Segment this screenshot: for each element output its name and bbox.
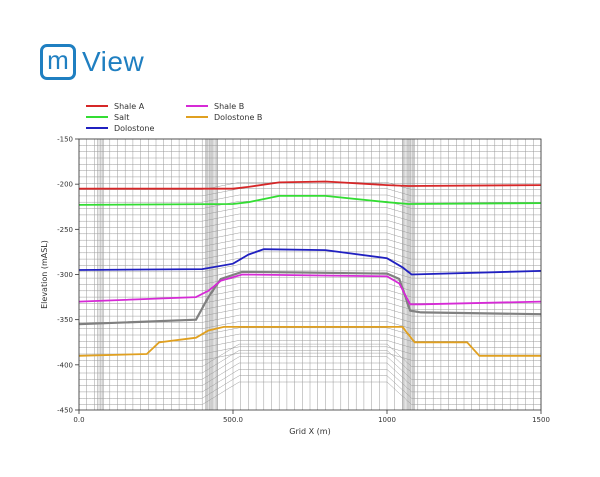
chart-grid-mesh	[78, 138, 542, 410]
x-tick-label: 1000	[378, 416, 396, 424]
x-tick-label: 0.0	[73, 416, 84, 424]
mesh-horizontal-line	[79, 375, 541, 399]
mesh-horizontal-line	[79, 350, 541, 374]
logo-text: View	[82, 46, 145, 77]
series-line-dolostone-b	[78, 325, 541, 357]
mesh-horizontal-line	[79, 352, 541, 361]
x-axis-label: Grid X (m)	[289, 427, 330, 436]
x-tick-label: 1500	[532, 416, 550, 424]
y-tick-label: -200	[57, 181, 73, 189]
y-tick-label: -350	[57, 316, 73, 324]
y-tick-label: -300	[57, 271, 73, 279]
mesh-horizontal-line	[79, 226, 541, 235]
legend-label: Shale A	[114, 102, 145, 111]
y-tick-label: -150	[57, 136, 73, 144]
mesh-horizontal-line	[79, 289, 541, 298]
mesh-boundary-line	[78, 270, 542, 326]
series-line-salt	[78, 194, 542, 206]
mesh-horizontal-line	[79, 257, 541, 266]
mesh-horizontal-line	[79, 188, 541, 197]
chart-legend: Shale A Shale B Salt Dolostone B Dolostone	[86, 102, 262, 133]
legend-label: Dolostone	[114, 124, 154, 133]
mesh-horizontal-line	[79, 369, 541, 393]
mesh-horizontal-line	[79, 333, 541, 342]
logo-mark: m	[40, 44, 76, 80]
mesh-horizontal-line	[79, 343, 541, 367]
y-axis-label: Elevation (mASL)	[40, 240, 49, 309]
mesh-horizontal-line	[79, 251, 541, 260]
mesh-horizontal-line	[79, 346, 541, 355]
legend-label: Salt	[114, 113, 129, 122]
mesh-horizontal-line	[79, 220, 541, 228]
y-tick-label: -400	[57, 361, 73, 369]
mesh-horizontal-line	[79, 276, 541, 285]
mesh-horizontal-line	[79, 207, 541, 216]
mesh-horizontal-line	[79, 356, 541, 380]
mview-logo: m View	[40, 42, 144, 82]
mesh-horizontal-line	[79, 314, 541, 323]
mesh-horizontal-line	[79, 308, 541, 317]
series-line-shale-a	[79, 180, 542, 190]
x-tick-label: 500.0	[223, 416, 243, 424]
mesh-horizontal-line	[79, 283, 541, 292]
mesh-horizontal-line	[79, 264, 541, 273]
mesh-horizontal-line	[79, 232, 541, 241]
mesh-horizontal-line	[79, 201, 541, 209]
mesh-horizontal-line	[79, 362, 541, 386]
y-tick-label: -250	[57, 226, 73, 234]
legend-label: Shale B	[214, 102, 244, 111]
y-tick-label: -450	[57, 407, 73, 415]
mesh-horizontal-line	[79, 245, 541, 254]
series-line-shale-b	[78, 273, 542, 306]
mesh-horizontal-line	[79, 270, 541, 279]
mesh-horizontal-line	[79, 213, 541, 222]
legend-label: Dolostone B	[214, 113, 262, 122]
series-line-dolostone	[78, 248, 542, 276]
mesh-horizontal-line	[79, 239, 541, 247]
mesh-horizontal-line	[79, 302, 541, 310]
chart-series	[78, 180, 542, 357]
mesh-horizontal-line	[79, 381, 541, 405]
mesh-horizontal-line	[79, 340, 541, 348]
mesh-horizontal-line	[79, 321, 541, 329]
